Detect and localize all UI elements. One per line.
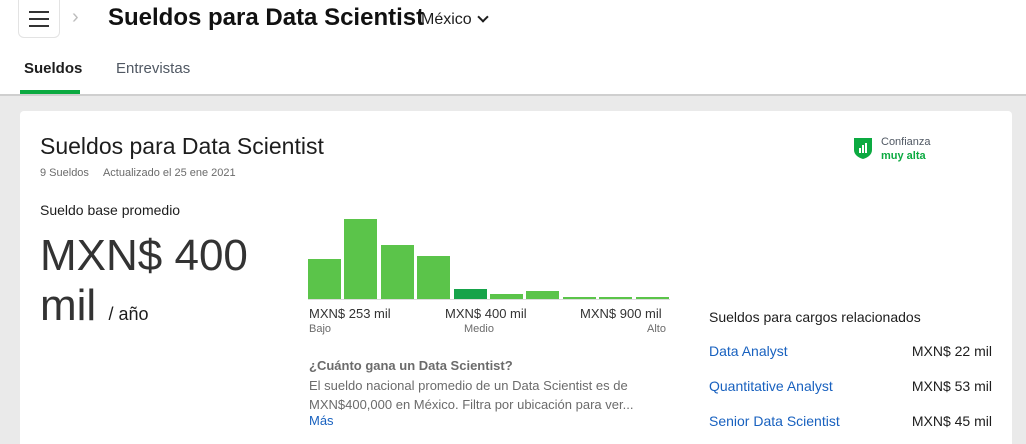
salary-count: 9 Sueldos: [40, 167, 89, 179]
card-title: Sueldos para Data Scientist: [40, 133, 324, 159]
country-selector[interactable]: México: [421, 11, 489, 29]
confidence-label: Confianza: [881, 136, 931, 148]
salary-description: El sueldo nacional promedio de un Data S…: [309, 378, 634, 412]
related-job-pay: MXN$ 22 mil: [911, 343, 992, 359]
histogram-bar: [453, 289, 487, 299]
histogram-bar: [344, 219, 378, 299]
chevron-right-icon: ›: [72, 6, 79, 28]
card-meta: 9 Sueldos Actualizado el 25 ene 2021: [40, 167, 236, 179]
salary-amount: MXN$ 400 mil: [40, 231, 248, 330]
histogram-bar: [380, 245, 414, 299]
salary-period: / año: [108, 304, 149, 324]
related-job-row: Data Analyst MXN$ 22 mil: [709, 343, 992, 363]
confidence-shield-icon: [854, 138, 872, 159]
page-title: Sueldos para Data Scientist: [108, 4, 425, 31]
updated-date: Actualizado el 25 ene 2021: [102, 167, 236, 179]
confidence-value: muy alta: [881, 150, 926, 162]
high-salary-label: Alto: [647, 323, 666, 335]
histogram-bar: [490, 294, 523, 299]
more-link[interactable]: Más: [309, 413, 334, 428]
average-salary: MXN$ 400 mil / año: [40, 231, 280, 339]
histogram-bar: [562, 297, 596, 299]
menu-icon-line: [29, 24, 49, 27]
median-salary-label: Medio: [464, 323, 494, 335]
salary-card: Sueldos para Data Scientist 9 Sueldos Act…: [20, 111, 1012, 444]
menu-icon-line: [29, 10, 49, 13]
tab-sueldos[interactable]: Sueldos: [20, 60, 82, 94]
low-salary-label: Bajo: [309, 323, 332, 335]
related-job-pay: MXN$ 45 mil: [911, 413, 992, 429]
related-job-link[interactable]: Quantitative Analyst: [709, 378, 833, 394]
histogram-bar: [417, 256, 451, 299]
salary-question: ¿Cuánto gana un Data Scientist?: [309, 358, 513, 373]
related-jobs-title: Sueldos para cargos relacionados: [709, 309, 921, 325]
chevron-down-icon: [477, 11, 489, 23]
low-salary-value: MXN$ 253 mil: [309, 306, 391, 321]
related-job-row: Senior Data Scientist MXN$ 45 mil: [709, 413, 992, 433]
histogram-bar: [308, 259, 341, 299]
related-job-link[interactable]: Senior Data Scientist: [709, 413, 840, 429]
base-salary-label: Sueldo base promedio: [40, 202, 181, 218]
histogram-bar: [635, 297, 669, 299]
related-job-pay: MXN$ 53 mil: [911, 378, 992, 394]
related-job-link[interactable]: Data Analyst: [709, 343, 788, 359]
tab-entrevistas[interactable]: Entrevistas: [116, 60, 191, 77]
country-label: México: [421, 11, 472, 28]
top-bar: › Sueldos para Data Scientist México Sue…: [0, 0, 1026, 96]
menu-button[interactable]: [18, 0, 60, 38]
menu-icon-line: [29, 17, 49, 20]
salary-histogram: [308, 215, 670, 299]
histogram-axis: [308, 299, 670, 300]
related-job-row: Quantitative Analyst MXN$ 53 mil: [709, 378, 992, 398]
histogram-bar: [599, 297, 633, 299]
histogram-bar: [526, 291, 560, 299]
high-salary-value: MXN$ 900 mil: [580, 306, 662, 321]
median-salary-value: MXN$ 400 mil: [445, 306, 527, 321]
